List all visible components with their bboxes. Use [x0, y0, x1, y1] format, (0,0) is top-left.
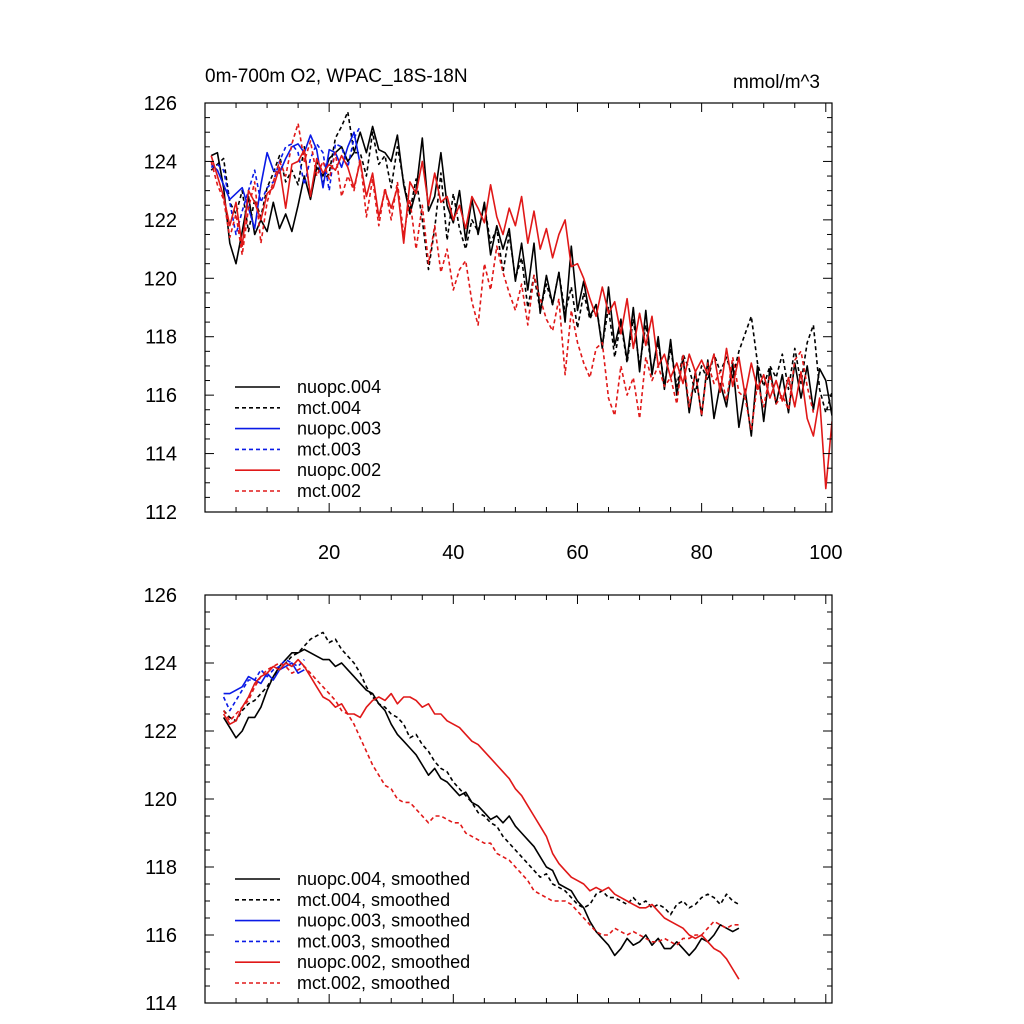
y-tick-label: 118 [145, 857, 177, 879]
y-tick-label: 112 [145, 502, 177, 524]
y-tick-label: 122 [144, 210, 177, 232]
top-panel: 112 114 116 118 120 122 124 126 20 40 60 80 100 0m-70… [144, 66, 843, 564]
legend-label-nuopc-004-smoothed: nuopc.004, smoothed [297, 869, 470, 889]
y-tick-label: 124 [144, 151, 177, 173]
chart-title: 0m-700m O2, WPAC_18S-18N [205, 66, 468, 87]
series-line-mct-002-smoothed [222, 662, 739, 947]
y-tick-label: 120 [144, 268, 177, 290]
series-group [222, 631, 740, 980]
y-tick-label: 126 [144, 585, 177, 607]
y-tick-label: 116 [145, 385, 177, 407]
x-tick-label: 80 [691, 542, 713, 564]
legend-label-nuopc-002-smoothed: nuopc.002, smoothed [297, 952, 470, 972]
y-tick-label: 122 [144, 721, 177, 743]
y-tick-label: 116 [145, 925, 177, 947]
legend-label-mct-003: mct.003 [297, 439, 361, 459]
bottom-panel: 114 116 118 120 122 124 126 nuopc.004, smoothed… [144, 585, 833, 1015]
series-line-nuopc-004 [210, 125, 832, 437]
legend: nuopc.004mct.004nuopc.003mct.003nuopc.00… [235, 377, 381, 501]
legend-label-mct-002: mct.002 [297, 481, 361, 501]
y-tick-label: 124 [144, 653, 177, 675]
y-tick-label: 114 [145, 993, 177, 1015]
y-tick-label: 126 [144, 93, 177, 115]
series-line-nuopc-002-smoothed [222, 658, 740, 980]
x-tick-label: 40 [442, 542, 464, 564]
legend-label-nuopc-002: nuopc.002 [297, 460, 381, 480]
legend-label-nuopc-003-smoothed: nuopc.003, smoothed [297, 911, 470, 931]
x-tick-label: 20 [318, 542, 340, 564]
x-tick-label: 60 [566, 542, 588, 564]
legend-label-mct-004: mct.004 [297, 398, 361, 418]
x-tick-label: 100 [809, 542, 842, 564]
series-group [210, 111, 832, 490]
series-line-mct-004 [210, 111, 832, 414]
series-line-mct-003-smoothed [222, 658, 305, 712]
series-line-mct-004-smoothed [223, 631, 740, 916]
series-line-nuopc-003-smoothed [223, 662, 305, 695]
units-label: mmol/m^3 [733, 72, 820, 93]
legend-label-mct-002-smoothed: mct.002, smoothed [297, 973, 450, 993]
legend-label-mct-003-smoothed: mct.003, smoothed [297, 931, 450, 951]
y-tick-label: 120 [144, 789, 177, 811]
series-line-mct-003 [210, 126, 361, 236]
legend-label-nuopc-003: nuopc.003 [297, 419, 381, 439]
series-line-mct-002 [210, 122, 815, 432]
series-line-nuopc-002 [210, 148, 832, 490]
legend-label-mct-004-smoothed: mct.004, smoothed [297, 890, 450, 910]
y-tick-label: 114 [145, 444, 177, 466]
legend-label-nuopc-004: nuopc.004 [297, 377, 381, 397]
series-line-nuopc-004-smoothed [222, 648, 740, 957]
y-tick-label: 118 [145, 327, 177, 349]
